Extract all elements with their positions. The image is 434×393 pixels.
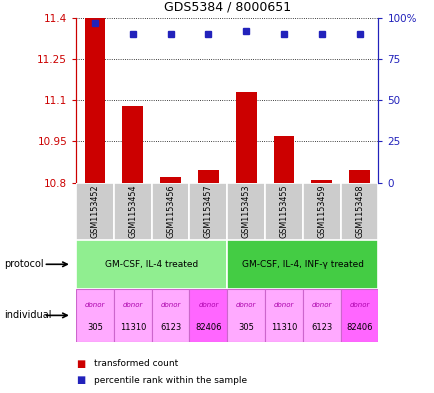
Title: GDS5384 / 8000651: GDS5384 / 8000651 bbox=[163, 1, 290, 14]
Bar bbox=[197, 170, 218, 183]
Text: 11310: 11310 bbox=[119, 323, 146, 332]
Bar bbox=[114, 289, 151, 342]
Bar bbox=[189, 289, 227, 342]
Text: 82406: 82406 bbox=[345, 323, 372, 332]
Bar bbox=[273, 136, 294, 183]
Text: GSM1153458: GSM1153458 bbox=[354, 184, 363, 238]
Bar bbox=[340, 289, 378, 342]
Text: 11310: 11310 bbox=[270, 323, 296, 332]
Text: 6123: 6123 bbox=[160, 323, 181, 332]
Bar bbox=[349, 170, 369, 183]
Text: 305: 305 bbox=[87, 323, 103, 332]
Text: GSM1153456: GSM1153456 bbox=[166, 184, 175, 238]
Text: protocol: protocol bbox=[4, 259, 44, 269]
Bar bbox=[85, 18, 105, 183]
Bar bbox=[227, 183, 264, 240]
Text: donor: donor bbox=[236, 302, 256, 308]
Bar bbox=[264, 183, 302, 240]
Text: 305: 305 bbox=[238, 323, 253, 332]
Text: donor: donor bbox=[198, 302, 218, 308]
Bar bbox=[76, 240, 227, 289]
Text: donor: donor bbox=[122, 302, 143, 308]
Text: GM-CSF, IL-4 treated: GM-CSF, IL-4 treated bbox=[105, 260, 198, 269]
Text: GSM1153459: GSM1153459 bbox=[316, 184, 326, 238]
Text: donor: donor bbox=[85, 302, 105, 308]
Text: GSM1153457: GSM1153457 bbox=[204, 184, 212, 238]
Bar bbox=[302, 289, 340, 342]
Text: GSM1153454: GSM1153454 bbox=[128, 184, 137, 238]
Text: individual: individual bbox=[4, 310, 52, 320]
Bar bbox=[302, 183, 340, 240]
Text: GSM1153453: GSM1153453 bbox=[241, 184, 250, 238]
Bar bbox=[227, 240, 378, 289]
Text: GSM1153455: GSM1153455 bbox=[279, 184, 288, 238]
Bar bbox=[160, 177, 181, 183]
Bar bbox=[189, 183, 227, 240]
Text: donor: donor bbox=[349, 302, 369, 308]
Text: GSM1153452: GSM1153452 bbox=[90, 184, 99, 238]
Bar bbox=[122, 106, 143, 183]
Bar bbox=[151, 289, 189, 342]
Text: GM-CSF, IL-4, INF-γ treated: GM-CSF, IL-4, INF-γ treated bbox=[241, 260, 363, 269]
Text: transformed count: transformed count bbox=[93, 359, 178, 368]
Text: donor: donor bbox=[160, 302, 181, 308]
Text: donor: donor bbox=[311, 302, 331, 308]
Text: 82406: 82406 bbox=[195, 323, 221, 332]
Bar bbox=[76, 183, 114, 240]
Text: percentile rank within the sample: percentile rank within the sample bbox=[93, 376, 246, 385]
Text: donor: donor bbox=[273, 302, 293, 308]
Bar bbox=[311, 180, 332, 183]
Text: ■: ■ bbox=[76, 358, 85, 369]
Bar bbox=[114, 183, 151, 240]
Bar bbox=[76, 289, 114, 342]
Bar bbox=[235, 92, 256, 183]
Bar bbox=[151, 183, 189, 240]
Text: ■: ■ bbox=[76, 375, 85, 386]
Bar bbox=[227, 289, 264, 342]
Bar bbox=[340, 183, 378, 240]
Bar bbox=[264, 289, 302, 342]
Text: 6123: 6123 bbox=[310, 323, 332, 332]
